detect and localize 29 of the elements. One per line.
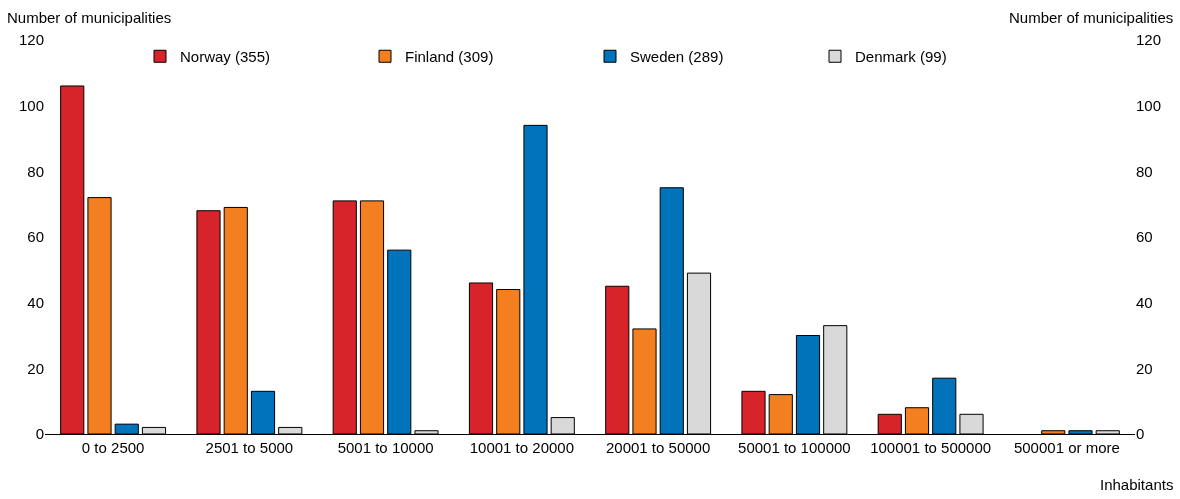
y2-tick-label: 40 [1136,293,1153,311]
x-tick-label: 2501 to 5000 [205,439,294,456]
y-tick-label: 80 [27,162,44,180]
x-tick-label: 0 to 2500 [81,439,145,456]
y-axis-title: Number of municipalities [7,9,172,26]
x-tick-label: 50001 to 100000 [738,439,851,456]
x-tick-label: 20001 to 50000 [605,439,711,456]
y2-tick-label: 100 [1136,96,1162,114]
y2-axis-title: Number of municipalities [1009,9,1174,26]
y2-tick-label: 80 [1136,162,1153,180]
y2-tick-label: 20 [1136,359,1153,377]
y-tick-label: 20 [27,359,44,377]
y-tick-label: 60 [27,228,44,246]
legend-label: Finland (309) [405,48,494,66]
x-axis-title: Inhabitants [1100,476,1174,493]
legend-label: Sweden (289) [630,48,724,66]
y-tick-label: 0 [35,425,44,443]
x-tick-label: 10001 to 20000 [469,439,575,456]
y-tick-label: 100 [18,96,44,114]
y-tick-label: 120 [18,31,44,49]
y2-tick-label: 120 [1136,31,1162,49]
y2-tick-label: 0 [1136,425,1145,443]
legend-label: Denmark (99) [855,48,947,66]
x-tick-label: 500001 or more [1013,439,1120,456]
x-tick-label: 100001 to 500000 [870,439,992,456]
legend-label: Norway (355) [180,48,271,66]
y2-tick-label: 60 [1136,228,1153,246]
x-tick-label: 5001 to 10000 [337,439,434,456]
y-tick-label: 40 [27,293,44,311]
